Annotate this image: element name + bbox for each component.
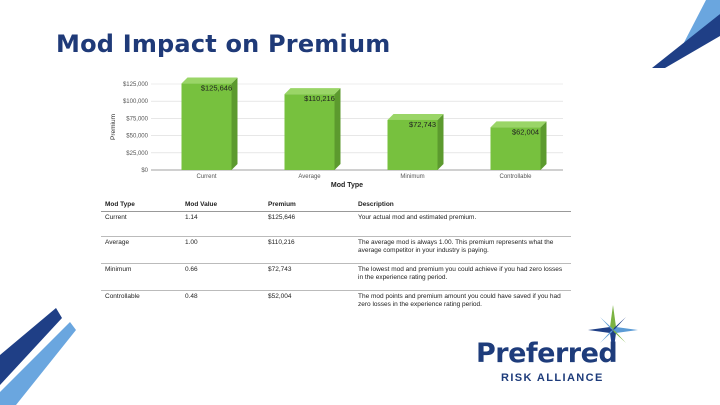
bar-top xyxy=(490,121,547,128)
bar xyxy=(490,127,541,170)
x-axis-label: Mod Type xyxy=(331,182,363,189)
x-tick-label: Minimum xyxy=(400,174,424,180)
header-premium: Premium xyxy=(264,197,354,212)
table-row: Controllable 0.48 $52,004 The mod points… xyxy=(101,291,571,318)
bottom-left-stripe-dark xyxy=(0,308,62,385)
page-title: Mod Impact on Premium xyxy=(56,30,391,58)
bar-side xyxy=(540,121,547,170)
y-tick-label: $50,000 xyxy=(126,134,148,140)
bar-side xyxy=(334,88,341,170)
cell-mod-value: 0.48 xyxy=(185,293,198,300)
cell-description: The lowest mod and premium you could ach… xyxy=(354,263,571,291)
y-tick-label: $0 xyxy=(141,168,148,174)
table-row: Minimum 0.66 $72,743 The lowest mod and … xyxy=(101,263,571,291)
cell-premium: $52,004 xyxy=(268,293,292,300)
cell-mod-value: 0.66 xyxy=(181,263,264,291)
preferred-risk-alliance-logo: Preferred RISK ALLIANCE xyxy=(470,305,640,390)
cell-description: Your actual mod and estimated premium. xyxy=(354,211,571,237)
data-label: $110,216 xyxy=(304,94,335,103)
cell-mod-type: Average xyxy=(101,236,181,264)
bottom-left-stripe-light xyxy=(0,322,76,405)
bar-side xyxy=(437,113,444,170)
data-label: $72,743 xyxy=(409,120,436,129)
bar xyxy=(387,119,438,170)
y-tick-label: $75,000 xyxy=(126,116,148,122)
cell-premium: $125,646 xyxy=(264,211,354,237)
bar-top xyxy=(284,88,341,95)
bar xyxy=(181,83,232,170)
bar-side xyxy=(231,77,238,170)
table-header-row: Mod Type Mod Value Premium Description xyxy=(101,197,571,212)
table-row: Average 1.00 $110,216 The average mod is… xyxy=(101,236,571,264)
cell-mod-value: 1.00 xyxy=(181,236,264,264)
cell-premium: $110,216 xyxy=(264,236,354,264)
data-label: $62,004 xyxy=(512,127,539,136)
logo-wordmark: Preferred xyxy=(476,338,618,369)
header-mod-value: Mod Value xyxy=(181,197,264,212)
cell-description: The average mod is always 1.00. This pre… xyxy=(354,236,571,264)
y-tick-label: $25,000 xyxy=(126,151,148,157)
y-tick-label: $125,000 xyxy=(123,82,149,88)
x-tick-label: Current xyxy=(196,174,216,180)
table-row: Current 1.14 $125,646 Your actual mod an… xyxy=(101,211,571,237)
header-description: Description xyxy=(354,197,571,212)
top-right-stripe-dark xyxy=(652,14,720,68)
bar-top xyxy=(181,77,238,84)
mod-impact-table: Mod Type Mod Value Premium Description C… xyxy=(101,197,571,317)
data-label: $125,646 xyxy=(201,84,232,93)
header-mod-type: Mod Type xyxy=(101,197,181,212)
x-tick-label: Controllable xyxy=(499,174,532,180)
cell-mod-value: 1.14 xyxy=(181,211,264,237)
compass-star-icon xyxy=(588,305,638,355)
cell-premium: $72,743 xyxy=(264,263,354,291)
premium-bar-chart: $0 $25,000 $50,000 $75,000 $100,000 $125,000 P… xyxy=(103,74,570,196)
cell-mod-type: Controllable xyxy=(105,293,140,300)
y-axis-label: Premium xyxy=(110,114,117,140)
x-tick-label: Average xyxy=(298,174,321,180)
cell-description: The mod points and premium amount you co… xyxy=(358,293,561,308)
y-tick-label: $100,000 xyxy=(123,99,149,105)
bar-top xyxy=(387,113,444,120)
cell-mod-type: Minimum xyxy=(101,263,181,291)
cell-mod-type: Current xyxy=(101,211,181,237)
bar xyxy=(284,94,335,170)
logo-tagline: RISK ALLIANCE xyxy=(501,372,604,384)
